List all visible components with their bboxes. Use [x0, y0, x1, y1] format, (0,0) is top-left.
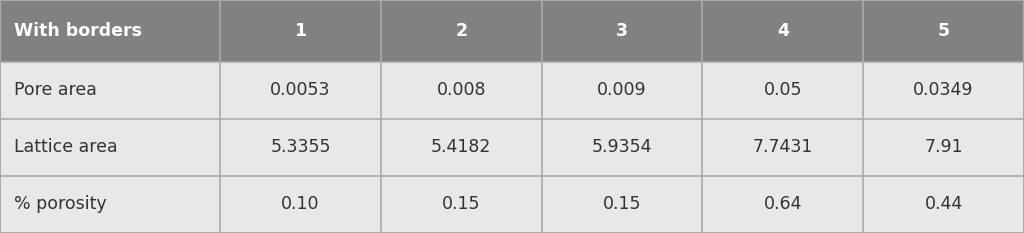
Bar	[863, 176, 1024, 233]
Bar	[381, 119, 542, 176]
Bar	[863, 119, 1024, 176]
Bar	[0, 176, 220, 233]
Bar	[381, 0, 542, 62]
Text: 5.3355: 5.3355	[270, 138, 331, 156]
Bar	[0, 62, 220, 119]
Bar	[702, 176, 863, 233]
Bar	[702, 119, 863, 176]
Bar	[702, 62, 863, 119]
Bar	[542, 119, 702, 176]
Text: 7.91: 7.91	[925, 138, 963, 156]
Text: 5: 5	[938, 22, 949, 40]
Text: Pore area: Pore area	[14, 81, 97, 99]
Bar	[542, 176, 702, 233]
Text: With borders: With borders	[14, 22, 142, 40]
Text: 0.009: 0.009	[597, 81, 647, 99]
Text: 2: 2	[456, 22, 467, 40]
Bar	[863, 0, 1024, 62]
Text: 0.008: 0.008	[436, 81, 486, 99]
Text: 5.4182: 5.4182	[431, 138, 492, 156]
Text: 0.10: 0.10	[282, 195, 319, 213]
Bar	[702, 0, 863, 62]
Bar	[0, 119, 220, 176]
Text: 1: 1	[295, 22, 306, 40]
Bar	[381, 176, 542, 233]
Bar	[863, 62, 1024, 119]
Text: 0.0053: 0.0053	[270, 81, 331, 99]
Bar	[0, 0, 220, 62]
Bar	[220, 119, 381, 176]
Bar	[220, 0, 381, 62]
Text: Lattice area: Lattice area	[14, 138, 118, 156]
Text: 3: 3	[616, 22, 628, 40]
Text: 0.44: 0.44	[925, 195, 963, 213]
Bar	[542, 0, 702, 62]
Text: 0.15: 0.15	[442, 195, 480, 213]
Bar	[220, 176, 381, 233]
Text: 0.0349: 0.0349	[913, 81, 974, 99]
Text: 7.7431: 7.7431	[753, 138, 813, 156]
Bar	[220, 62, 381, 119]
Text: 0.15: 0.15	[603, 195, 641, 213]
Text: 4: 4	[777, 22, 788, 40]
Text: % porosity: % porosity	[14, 195, 106, 213]
Text: 0.64: 0.64	[764, 195, 802, 213]
Text: 5.9354: 5.9354	[592, 138, 652, 156]
Bar	[381, 62, 542, 119]
Bar	[542, 62, 702, 119]
Text: 0.05: 0.05	[764, 81, 802, 99]
